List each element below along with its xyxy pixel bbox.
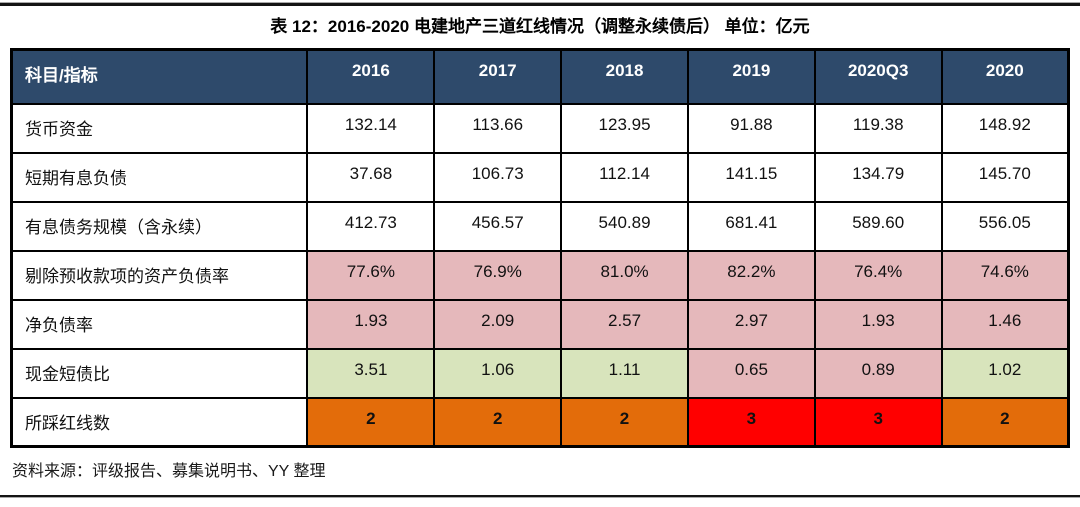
table-cell: 456.57 [433, 200, 563, 252]
table-cell: 1.06 [433, 347, 563, 399]
table-cell: 2.97 [686, 298, 816, 350]
table-cell: 134.79 [813, 151, 943, 203]
table-cell: 82.2% [686, 249, 816, 301]
table-cell: 119.38 [813, 102, 943, 154]
column-header-2019: 2019 [686, 48, 816, 105]
source-note: 资料来源：评级报告、募集说明书、YY 整理 [12, 463, 326, 480]
top-divider [0, 2, 1080, 6]
table-cell: 1.93 [813, 298, 943, 350]
table-cell: 556.05 [940, 200, 1070, 252]
table-cell: 2.57 [560, 298, 689, 350]
table-cell: 412.73 [306, 200, 436, 252]
table-cell: 76.4% [813, 249, 943, 301]
table-cell: 540.89 [560, 200, 689, 252]
table-cell: 681.41 [686, 200, 816, 252]
column-header-2020: 2020 [940, 48, 1070, 105]
table-cell: 113.66 [433, 102, 563, 154]
row-label: 所踩红线数 [10, 396, 309, 448]
row-label: 现金短债比 [10, 347, 309, 399]
row-label: 有息债务规模（含永续） [10, 200, 309, 252]
table-row-net-debt-ratio: 净负债率 1.93 2.09 2.57 2.97 1.93 1.46 [10, 298, 1070, 350]
table-cell: 3 [686, 396, 816, 448]
bottom-divider [0, 495, 1080, 498]
table-cell: 3 [813, 396, 943, 448]
table-cell: 74.6% [940, 249, 1070, 301]
table-row-interest-bearing-debt: 有息债务规模（含永续） 412.73 456.57 540.89 681.41 … [10, 200, 1070, 252]
table-cell: 0.65 [686, 347, 816, 399]
table-cell: 106.73 [433, 151, 563, 203]
table-row-cash-short-debt-ratio: 现金短债比 3.51 1.06 1.11 0.65 0.89 1.02 [10, 347, 1070, 399]
column-header-2017: 2017 [433, 48, 563, 105]
table-row-red-lines-count: 所踩红线数 2 2 2 3 3 2 [10, 396, 1070, 448]
three-red-lines-table: 科目/指标 2016 2017 2018 2019 2020Q3 2020 货币… [10, 48, 1070, 448]
table-cell: 37.68 [306, 151, 436, 203]
table-cell: 76.9% [433, 249, 563, 301]
table-cell: 148.92 [940, 102, 1070, 154]
table-cell: 589.60 [813, 200, 943, 252]
table-cell: 2 [306, 396, 436, 448]
header-row: 科目/指标 2016 2017 2018 2019 2020Q3 2020 [10, 48, 1070, 105]
table-cell: 123.95 [560, 102, 689, 154]
row-label: 剔除预收款项的资产负债率 [10, 249, 309, 301]
table-cell: 1.11 [560, 347, 689, 399]
table-row-monetary-funds: 货币资金 132.14 113.66 123.95 91.88 119.38 1… [10, 102, 1070, 154]
column-header-2016: 2016 [306, 48, 436, 105]
table-cell: 2 [940, 396, 1070, 448]
table-row-short-term-debt: 短期有息负债 37.68 106.73 112.14 141.15 134.79… [10, 151, 1070, 203]
row-label: 净负债率 [10, 298, 309, 350]
row-label: 短期有息负债 [10, 151, 309, 203]
table-cell: 2.09 [433, 298, 563, 350]
row-label: 货币资金 [10, 102, 309, 154]
column-header-subject: 科目/指标 [10, 48, 309, 105]
table-cell: 81.0% [560, 249, 689, 301]
table-cell: 145.70 [940, 151, 1070, 203]
table-cell: 77.6% [306, 249, 436, 301]
table-cell: 91.88 [686, 102, 816, 154]
table-cell: 141.15 [686, 151, 816, 203]
table-cell: 0.89 [813, 347, 943, 399]
table-title: 表 12：2016-2020 电建地产三道红线情况（调整永续债后） 单位：亿元 [270, 17, 810, 36]
table-cell: 1.46 [940, 298, 1070, 350]
table-cell: 1.02 [940, 347, 1070, 399]
table-cell: 132.14 [306, 102, 436, 154]
column-header-2018: 2018 [560, 48, 689, 105]
table-cell: 1.93 [306, 298, 436, 350]
table-cell: 3.51 [306, 347, 436, 399]
table-cell: 2 [433, 396, 563, 448]
column-header-2020q3: 2020Q3 [813, 48, 943, 105]
table-cell: 2 [560, 396, 689, 448]
table-row-asset-liability-ratio: 剔除预收款项的资产负债率 77.6% 76.9% 81.0% 82.2% 76.… [10, 249, 1070, 301]
table-cell: 112.14 [560, 151, 689, 203]
